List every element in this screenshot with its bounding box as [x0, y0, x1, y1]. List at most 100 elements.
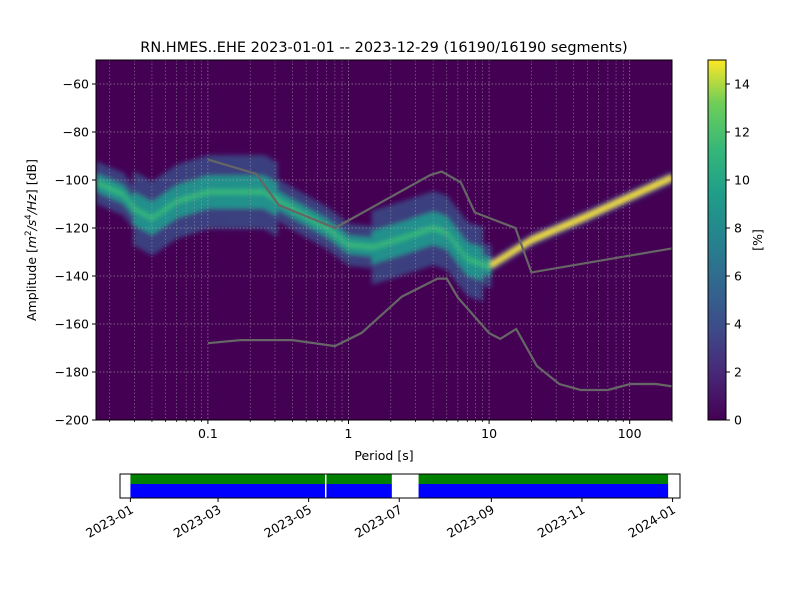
density-peak — [437, 227, 443, 234]
density-peak — [614, 199, 620, 206]
density-peak — [416, 229, 422, 236]
used-segment — [418, 474, 669, 484]
grid-lines — [96, 60, 672, 420]
density-peak — [165, 204, 171, 211]
density-peak — [663, 177, 669, 184]
density-peak — [379, 241, 385, 248]
density-peak — [486, 263, 492, 270]
density-peak — [573, 218, 578, 225]
density-peak — [207, 189, 212, 195]
density-peak — [346, 241, 352, 248]
density-peak — [449, 236, 455, 243]
density-peak — [630, 192, 636, 199]
density-peak — [647, 184, 653, 191]
density-peak — [585, 212, 591, 219]
density-peak — [408, 232, 414, 239]
density-peak — [474, 259, 480, 266]
density-peak — [145, 213, 151, 219]
density-peak — [223, 189, 229, 195]
colorbar-tick-label: 4 — [734, 317, 742, 332]
density-peak — [248, 189, 253, 195]
density-peak — [404, 233, 410, 240]
y-axis-ticks: −60 −80 −100 −120 −140 −160 −180 −200 — [55, 77, 96, 428]
density-peak — [351, 242, 356, 249]
colorbar-gradient — [707, 59, 727, 421]
density-peak — [363, 243, 369, 250]
timeline-tick-label: 2023-05 — [261, 502, 314, 541]
colorbar-label: [%] — [750, 229, 765, 251]
density-peak — [536, 234, 541, 240]
density-peak — [137, 208, 142, 215]
density-peak — [359, 243, 365, 249]
density-peak — [231, 189, 237, 195]
y-tick-label: −80 — [63, 125, 89, 140]
density-peak — [589, 211, 595, 217]
density-peak — [429, 225, 434, 232]
density-peak — [458, 247, 463, 253]
density-peak — [293, 207, 299, 214]
y-tick-label: −160 — [55, 317, 89, 332]
density-peak — [367, 243, 373, 250]
density-peak — [112, 187, 118, 194]
density-peak — [170, 201, 175, 208]
density-peak — [511, 248, 517, 254]
density-peak — [597, 207, 603, 214]
data-availability-timeline: 2023-01 2023-03 2023-05 2023-07 2023-09 2023-… — [83, 473, 681, 541]
density-peak — [178, 197, 183, 204]
timeline-frame — [119, 473, 681, 499]
density-peak — [260, 189, 266, 195]
density-peak — [190, 193, 196, 200]
density-peak — [215, 189, 221, 195]
density-peak — [375, 242, 381, 249]
x-axis-label: Period [s] — [354, 448, 413, 463]
density-peak — [124, 196, 130, 202]
density-peak — [235, 189, 241, 195]
density-peak — [523, 240, 529, 247]
density-peak — [610, 201, 615, 208]
density-peak — [544, 230, 550, 237]
density-peak — [453, 241, 459, 248]
density-peak — [548, 228, 554, 235]
density-peak — [334, 232, 340, 239]
new-high-noise-model-line — [207, 158, 672, 274]
density-peak — [528, 237, 533, 244]
density-peak — [515, 245, 521, 252]
density-peak — [322, 223, 327, 230]
density-peak — [643, 186, 648, 193]
density-peak — [421, 228, 426, 235]
density-peak — [532, 235, 537, 242]
density-peak — [120, 191, 126, 198]
density-peak — [507, 250, 513, 257]
x-tick-label: 10 — [481, 426, 497, 441]
x-tick-label: 0.1 — [198, 426, 218, 441]
y-tick-label: −100 — [55, 173, 89, 188]
density-peak — [490, 261, 496, 267]
density-peak — [240, 189, 245, 195]
density-peak — [552, 227, 558, 233]
density-peak — [581, 214, 587, 221]
density-peak — [371, 244, 377, 250]
y-tick-label: −180 — [55, 365, 89, 380]
density-peak — [651, 183, 657, 189]
density-peak — [441, 228, 447, 235]
density-peak — [470, 258, 476, 264]
density-peak — [569, 220, 574, 226]
density-peak — [338, 235, 344, 242]
density-peak — [289, 205, 295, 212]
density-peak — [606, 203, 611, 210]
chart-title: RN.HMES..EHE 2023-01-01 -- 2023-12-29 (1… — [140, 40, 627, 56]
y-tick-label: −200 — [55, 413, 89, 428]
density-peak — [540, 232, 546, 239]
timeline-tick-label: 2024-01 — [625, 502, 678, 541]
density-peak — [153, 213, 159, 219]
density-peak — [277, 198, 282, 204]
y-axis-label: Amplitude [m2/s4/Hz] [dB] — [24, 159, 39, 321]
density-peak — [577, 216, 583, 223]
y-tick-label: −140 — [55, 269, 89, 284]
density-peak — [96, 180, 101, 187]
density-peak — [157, 210, 163, 216]
density-peak — [425, 227, 430, 233]
density-peak — [400, 235, 406, 242]
y-tick-label: −120 — [55, 221, 89, 236]
colorbar-tick-label: 2 — [734, 365, 742, 380]
